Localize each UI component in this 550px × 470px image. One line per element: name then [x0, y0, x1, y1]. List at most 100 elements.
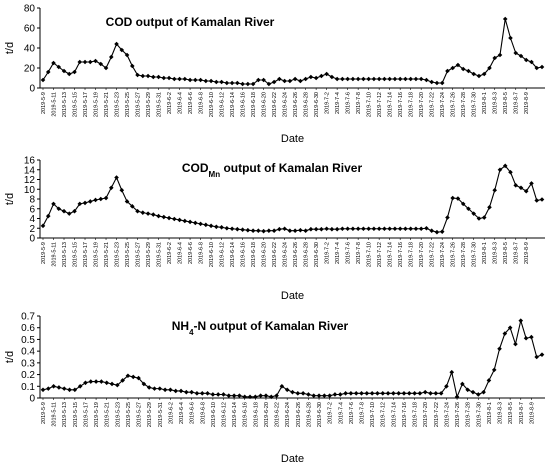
data-point [56, 206, 62, 212]
x-tick-label: 2019-8-5 [508, 402, 514, 424]
data-point [418, 76, 424, 82]
data-point [226, 393, 232, 398]
x-tick-label: 2019-6-8 [200, 402, 206, 424]
data-point [529, 334, 534, 340]
data-point [152, 386, 157, 391]
x-tick-label: 2019-7-14 [388, 242, 394, 267]
data-point [187, 219, 193, 225]
data-point [61, 208, 67, 214]
y-tick-label: 0 [29, 84, 35, 95]
x-tick-label: 2019-8-1 [482, 92, 488, 114]
x-tick-label: 2019-6-4 [178, 242, 184, 264]
y-tick-label: 4 [29, 214, 35, 225]
data-point [119, 47, 125, 53]
data-point [224, 80, 230, 86]
data-point [319, 226, 324, 232]
data-point [329, 74, 335, 80]
y-axis-title: t/d [4, 193, 16, 205]
data-point [366, 76, 371, 82]
x-tick-label: 2019-5-19 [94, 242, 100, 267]
data-point [417, 391, 423, 396]
x-tick-label: 2019-8-3 [498, 402, 504, 424]
x-tick-label: 2019-7-4 [338, 402, 344, 424]
data-point [103, 195, 109, 201]
data-point [205, 391, 210, 396]
data-point [513, 183, 519, 188]
x-tick-label: 2019-6-22 [272, 92, 278, 117]
data-point [375, 391, 380, 396]
data-point [316, 393, 322, 398]
x-tick-label: 2019-5-13 [62, 92, 68, 117]
x-tick-label: 2019-7-20 [423, 402, 429, 427]
data-point [145, 211, 151, 216]
data-point [135, 208, 140, 214]
x-tick-label: 2019-5-31 [157, 92, 163, 117]
data-point [429, 79, 434, 85]
x-tick-label: 2019-6-24 [283, 92, 289, 117]
x-tick-label: 2019-8-9 [529, 402, 535, 424]
data-point [203, 78, 209, 84]
data-point [77, 59, 83, 65]
data-point [298, 78, 303, 84]
y-tick-label: 20 [24, 64, 36, 75]
data-point [240, 81, 245, 87]
data-point [282, 226, 287, 232]
data-point [274, 393, 279, 398]
x-tick-label: 2019-7-14 [388, 92, 394, 117]
x-tick-label: 2019-6-30 [314, 92, 320, 117]
x-tick-label: 2019-7-28 [466, 402, 472, 427]
y-tick-label: 0 [29, 234, 35, 245]
data-point [366, 226, 371, 232]
x-tick-label: 2019-6-12 [220, 242, 226, 267]
x-tick-label: 2019-7-16 [402, 402, 408, 427]
x-tick-label: 2019-5-11 [52, 402, 58, 427]
x-tick-label: 2019-6-28 [304, 92, 310, 117]
data-point [422, 389, 428, 395]
x-tick-label: 2019-7-28 [461, 92, 467, 117]
x-tick-label: 2019-5-15 [73, 92, 79, 117]
y-tick-label: 12 [24, 175, 36, 186]
data-point [51, 60, 56, 66]
x-tick-label: 2019-5-21 [104, 242, 110, 267]
x-tick-label: 2019-8-7 [514, 242, 520, 264]
data-point [413, 226, 419, 232]
data-point [266, 228, 272, 233]
data-point [77, 201, 83, 207]
data-point [508, 35, 513, 41]
x-tick-label: 2019-5-21 [104, 92, 110, 117]
data-point [193, 77, 198, 83]
data-point [408, 226, 413, 232]
x-tick-label: 2019-7-22 [430, 92, 436, 117]
data-point [376, 76, 382, 82]
x-tick-label: 2019-5-23 [115, 92, 121, 117]
data-point [72, 69, 77, 75]
data-point [103, 65, 109, 71]
x-tick-label: 2019-7-8 [356, 242, 362, 264]
chart-title: CODMn output of Kamalan River [182, 161, 363, 179]
x-tick-label: 2019-8-9 [524, 242, 530, 264]
x-tick-label: 2019-5-23 [115, 242, 121, 267]
data-point [385, 391, 391, 396]
data-point [382, 76, 387, 82]
data-point [277, 76, 282, 82]
x-tick-label: 2019-7-22 [430, 242, 436, 267]
x-tick-label: 2019-5-25 [125, 242, 131, 267]
data-point [487, 65, 492, 71]
x-tick-label: 2019-6-8 [199, 242, 205, 264]
y-tick-label: 0.5 [21, 335, 35, 346]
x-tick-label: 2019-6-16 [241, 242, 247, 267]
x-tick-label: 2019-6-10 [211, 402, 217, 427]
data-point [534, 198, 540, 203]
x-tick-label: 2019-7-12 [381, 402, 387, 427]
data-point [119, 187, 125, 193]
data-point [345, 226, 350, 232]
data-point [401, 391, 407, 396]
data-point [534, 65, 540, 71]
data-point [429, 228, 434, 233]
data-point [518, 53, 524, 59]
data-point [46, 386, 51, 391]
x-axis-title: Date [281, 453, 304, 465]
x-tick-label: 2019-5-27 [137, 402, 143, 427]
x-tick-label: 2019-5-25 [126, 402, 132, 427]
